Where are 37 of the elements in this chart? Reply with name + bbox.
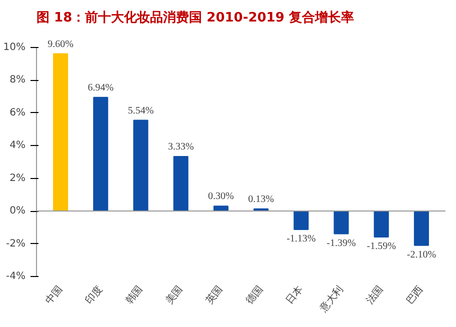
data-label: 0.30%: [208, 191, 234, 202]
bar: [133, 120, 148, 212]
bar: [334, 210, 349, 234]
data-label: -1.13%: [286, 234, 316, 245]
bar: [414, 210, 429, 246]
x-tick-label: 日本: [284, 283, 306, 307]
bar: [93, 96, 108, 212]
y-tick-label: 2%: [10, 172, 26, 184]
data-label: 5.54%: [128, 105, 154, 116]
x-tick-label: 美国: [163, 283, 186, 307]
data-label: 0.13%: [248, 194, 274, 205]
x-tick-label: 中国: [43, 283, 65, 307]
data-label: -2.10%: [406, 249, 436, 260]
y-tick-label: 8%: [10, 74, 26, 86]
data-label: 6.94%: [88, 82, 114, 94]
y-tick-label: -4%: [6, 271, 26, 282]
x-tick-label: 印度: [83, 283, 105, 307]
x-tick-label: 法国: [364, 283, 386, 307]
y-tick-label: 4%: [10, 140, 26, 152]
bar: [53, 53, 68, 212]
bar: [374, 210, 389, 238]
x-tick-label: 英国: [203, 283, 226, 307]
bar: [173, 156, 188, 212]
y-tick-label: 10%: [3, 42, 26, 53]
x-tick-label: 韩国: [123, 283, 146, 307]
y-tick-label: -2%: [6, 238, 26, 250]
chart-title: 图 18：前十大化妆品消费国 2010-2019 复合增长率: [36, 10, 354, 26]
x-tick-label: 德国: [244, 284, 266, 307]
data-label: 9.60%: [48, 38, 74, 50]
y-tick-label: 0%: [10, 206, 26, 216]
data-label: 3.33%: [168, 141, 194, 152]
data-label: -1.39%: [326, 238, 356, 249]
bar: [294, 210, 309, 230]
y-tick-label: 6%: [10, 107, 26, 118]
data-label: -1.59%: [366, 241, 396, 252]
x-tick-label: 巴西: [404, 284, 426, 307]
x-tick-label: 意大利: [316, 283, 346, 316]
